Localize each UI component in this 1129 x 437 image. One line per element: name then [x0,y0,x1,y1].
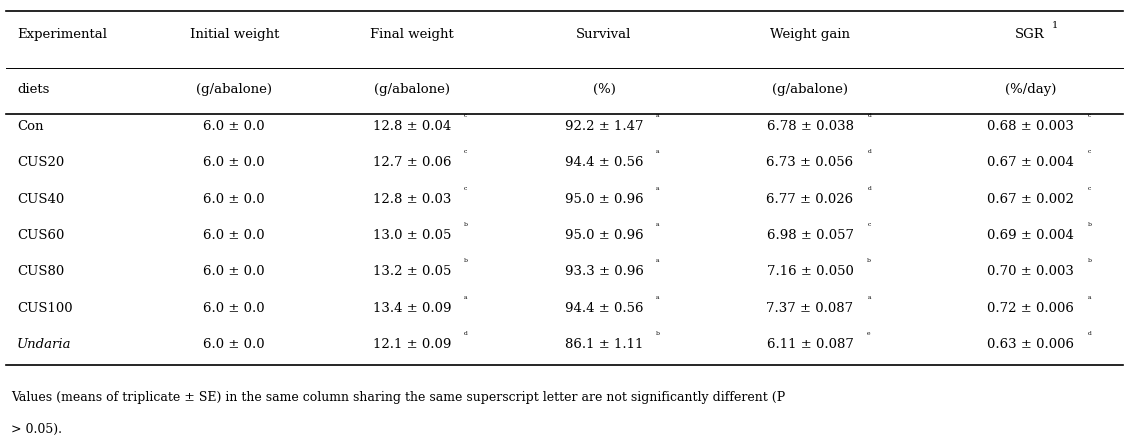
Text: Weight gain: Weight gain [770,28,850,42]
Text: ᵃ: ᵃ [656,186,659,195]
Text: 0.69 ± 0.004: 0.69 ± 0.004 [987,229,1074,242]
Text: 0.63 ± 0.006: 0.63 ± 0.006 [987,338,1074,351]
Text: (%): (%) [593,83,615,96]
Text: CUS100: CUS100 [17,302,72,315]
Text: ᶜ: ᶜ [464,149,467,159]
Text: 12.8 ± 0.04: 12.8 ± 0.04 [373,120,452,133]
Text: ᵉ: ᵉ [867,331,870,340]
Text: (%/day): (%/day) [1005,83,1056,96]
Text: CUS40: CUS40 [17,193,64,206]
Text: ᵇ: ᵇ [1087,222,1092,231]
Text: ᵈ: ᵈ [867,186,872,195]
Text: 7.37 ± 0.087: 7.37 ± 0.087 [767,302,854,315]
Text: ᶜ: ᶜ [464,186,467,195]
Text: 0.68 ± 0.003: 0.68 ± 0.003 [987,120,1074,133]
Text: (g/abalone): (g/abalone) [196,83,272,96]
Text: 12.7 ± 0.06: 12.7 ± 0.06 [373,156,452,170]
Text: ᶜ: ᶜ [1087,186,1091,195]
Text: ᵇ: ᵇ [464,258,467,267]
Text: 6.0 ± 0.0: 6.0 ± 0.0 [203,338,265,351]
Text: 6.73 ± 0.056: 6.73 ± 0.056 [767,156,854,170]
Text: 6.0 ± 0.0: 6.0 ± 0.0 [203,229,265,242]
Text: 6.0 ± 0.0: 6.0 ± 0.0 [203,120,265,133]
Text: ᵈ: ᵈ [867,149,872,159]
Text: CUS60: CUS60 [17,229,64,242]
Text: ᵃ: ᵃ [656,222,659,231]
Text: CUS20: CUS20 [17,156,64,170]
Text: (g/abalone): (g/abalone) [772,83,848,96]
Text: 6.78 ± 0.038: 6.78 ± 0.038 [767,120,854,133]
Text: Con: Con [17,120,43,133]
Text: Survival: Survival [576,28,632,42]
Text: 7.16 ± 0.050: 7.16 ± 0.050 [767,265,854,278]
Text: 6.11 ± 0.087: 6.11 ± 0.087 [767,338,854,351]
Text: ᵃ: ᵃ [464,295,467,304]
Text: (g/abalone): (g/abalone) [374,83,450,96]
Text: ᵃ: ᵃ [656,113,659,122]
Text: ᵃ: ᵃ [1087,295,1091,304]
Text: 6.0 ± 0.0: 6.0 ± 0.0 [203,265,265,278]
Text: 94.4 ± 0.56: 94.4 ± 0.56 [564,156,644,170]
Text: 12.1 ± 0.09: 12.1 ± 0.09 [373,338,452,351]
Text: Experimental: Experimental [17,28,107,42]
Text: ᶜ: ᶜ [464,113,467,122]
Text: Final weight: Final weight [370,28,454,42]
Text: Initial weight: Initial weight [190,28,279,42]
Text: 1: 1 [1052,21,1058,30]
Text: Values (means of triplicate ± SE) in the same column sharing the same superscrip: Values (means of triplicate ± SE) in the… [11,391,786,404]
Text: 13.2 ± 0.05: 13.2 ± 0.05 [373,265,452,278]
Text: 6.0 ± 0.0: 6.0 ± 0.0 [203,302,265,315]
Text: SGR: SGR [1015,28,1045,42]
Text: ᶜ: ᶜ [1087,149,1091,159]
Text: 6.0 ± 0.0: 6.0 ± 0.0 [203,156,265,170]
Text: ᵃ: ᵃ [656,149,659,159]
Text: 13.4 ± 0.09: 13.4 ± 0.09 [373,302,452,315]
Text: 0.67 ± 0.004: 0.67 ± 0.004 [987,156,1074,170]
Text: 0.67 ± 0.002: 0.67 ± 0.002 [987,193,1074,206]
Text: ᵈ: ᵈ [1087,331,1092,340]
Text: 86.1 ± 1.11: 86.1 ± 1.11 [564,338,644,351]
Text: 0.70 ± 0.003: 0.70 ± 0.003 [987,265,1074,278]
Text: > 0.05).: > 0.05). [11,423,62,436]
Text: 6.0 ± 0.0: 6.0 ± 0.0 [203,193,265,206]
Text: ᵇ: ᵇ [867,258,872,267]
Text: 6.98 ± 0.057: 6.98 ± 0.057 [767,229,854,242]
Text: 92.2 ± 1.47: 92.2 ± 1.47 [564,120,644,133]
Text: ᵃ: ᵃ [656,258,659,267]
Text: ᵈ: ᵈ [867,113,872,122]
Text: Undaria: Undaria [17,338,71,351]
Text: 13.0 ± 0.05: 13.0 ± 0.05 [373,229,452,242]
Text: ᶜ: ᶜ [1087,113,1091,122]
Text: ᵃ: ᵃ [867,295,870,304]
Text: 95.0 ± 0.96: 95.0 ± 0.96 [564,193,644,206]
Text: ᵇ: ᵇ [464,222,467,231]
Text: 12.8 ± 0.03: 12.8 ± 0.03 [373,193,452,206]
Text: CUS80: CUS80 [17,265,64,278]
Text: 93.3 ± 0.96: 93.3 ± 0.96 [564,265,644,278]
Text: 95.0 ± 0.96: 95.0 ± 0.96 [564,229,644,242]
Text: ᵈ: ᵈ [464,331,467,340]
Text: ᵃ: ᵃ [656,295,659,304]
Text: ᵇ: ᵇ [1087,258,1092,267]
Text: 94.4 ± 0.56: 94.4 ± 0.56 [564,302,644,315]
Text: ᶜ: ᶜ [867,222,870,231]
Text: 0.72 ± 0.006: 0.72 ± 0.006 [987,302,1074,315]
Text: diets: diets [17,83,50,96]
Text: 6.77 ± 0.026: 6.77 ± 0.026 [767,193,854,206]
Text: ᵇ: ᵇ [656,331,659,340]
